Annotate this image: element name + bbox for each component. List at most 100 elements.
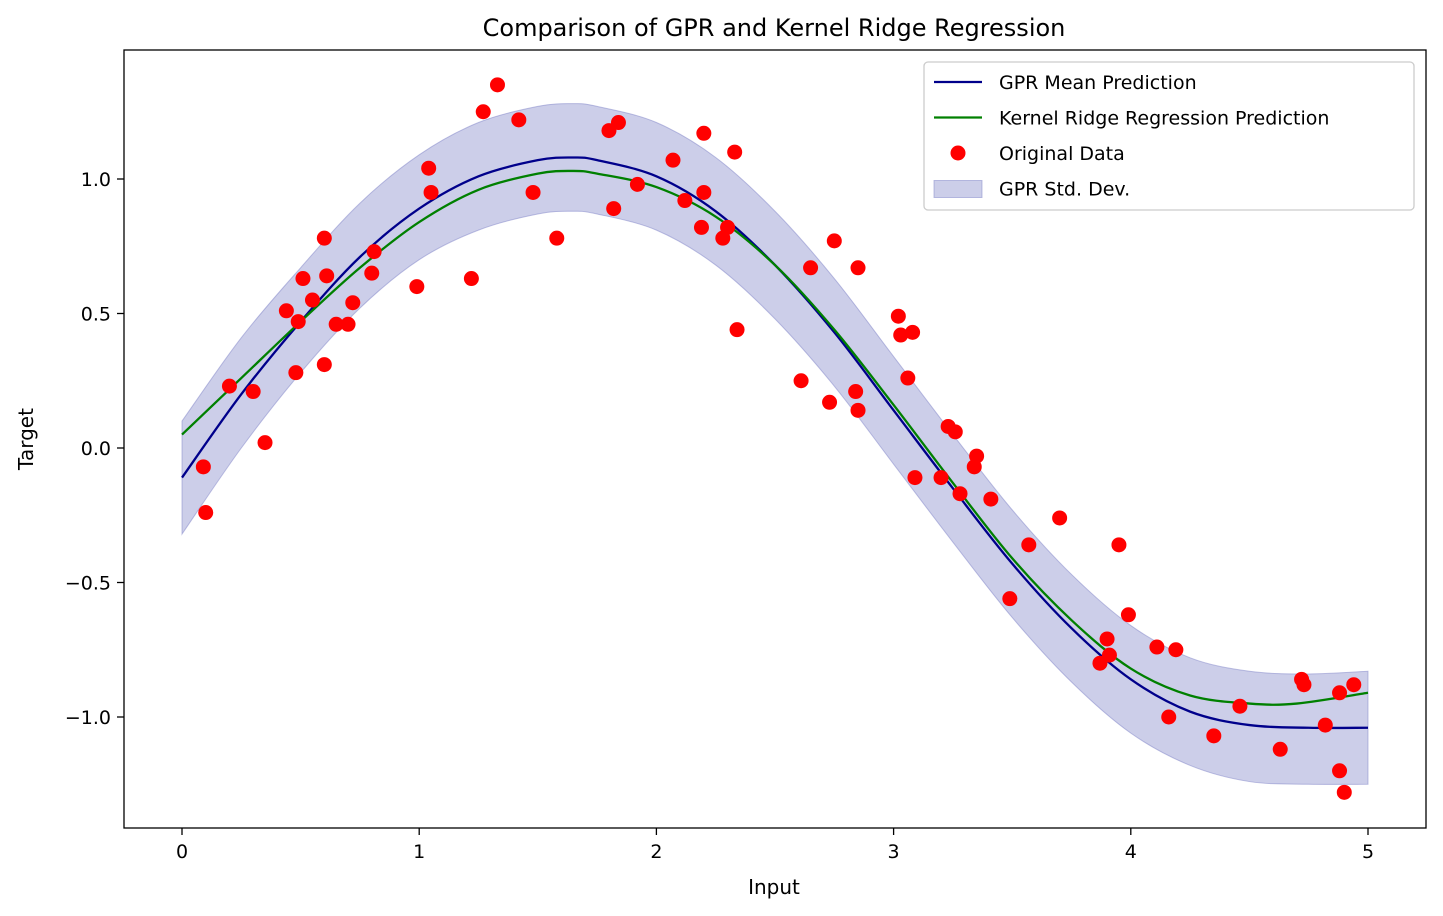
legend-band-swatch (933, 180, 983, 198)
x-tick-label: 1 (413, 841, 425, 863)
data-point (366, 244, 382, 260)
data-point (893, 327, 909, 343)
data-point (826, 233, 842, 249)
legend-label: Kernel Ridge Regression Prediction (999, 108, 1329, 130)
data-point (1272, 741, 1288, 757)
data-point (257, 435, 273, 451)
data-point (328, 316, 344, 332)
gpr-std-band (181, 103, 1369, 785)
x-axis: 0 1 2 3 4 5 (176, 828, 1374, 863)
legend-label: GPR Std. Dev. (999, 179, 1130, 201)
data-point (475, 104, 491, 120)
data-point (1002, 591, 1018, 607)
data-point (463, 271, 479, 287)
legend-label: Original Data (999, 143, 1125, 165)
data-point (822, 394, 838, 410)
data-point (549, 230, 565, 246)
data-point (288, 365, 304, 381)
data-point (900, 370, 916, 386)
data-point (850, 402, 866, 418)
data-point (316, 230, 332, 246)
data-point (606, 201, 622, 217)
data-point (304, 292, 320, 308)
data-point (1052, 510, 1068, 526)
data-point (696, 125, 712, 141)
legend-marker-swatch (950, 145, 966, 161)
x-tick-label: 3 (888, 841, 900, 863)
data-point (1111, 537, 1127, 553)
y-tick-label: 0.0 (81, 438, 111, 460)
data-point (720, 219, 736, 235)
data-point (1168, 642, 1184, 658)
data-point (1332, 685, 1348, 701)
data-point (1101, 647, 1117, 663)
y-axis: −1.0 −0.5 0.0 0.5 1.0 (65, 169, 124, 729)
y-tick-label: 1.0 (81, 169, 111, 191)
data-point (969, 448, 985, 464)
chart-title: Comparison of GPR and Kernel Ridge Regre… (483, 14, 1066, 42)
data-point (803, 260, 819, 276)
data-point (983, 491, 999, 507)
legend-box (923, 61, 1415, 211)
data-point (1206, 728, 1222, 744)
data-point (848, 384, 864, 400)
data-point (1161, 709, 1177, 725)
data-point (340, 316, 356, 332)
data-point (1120, 607, 1136, 623)
data-point (489, 77, 505, 93)
data-point (409, 279, 425, 295)
data-point (195, 459, 211, 475)
data-point (727, 144, 743, 160)
data-point (933, 470, 949, 486)
x-axis-label: Input (748, 875, 800, 899)
data-point (364, 265, 380, 281)
data-point (245, 384, 261, 400)
y-tick-label: −0.5 (65, 573, 111, 595)
legend-label: GPR Mean Prediction (999, 72, 1197, 94)
data-point (907, 470, 923, 486)
data-point (890, 308, 906, 324)
y-tick-label: −1.0 (65, 707, 111, 729)
data-point (952, 486, 968, 502)
data-point (316, 357, 332, 373)
data-point (1296, 677, 1312, 693)
data-point (319, 268, 335, 284)
x-tick-label: 0 (176, 841, 188, 863)
data-point (1317, 717, 1333, 733)
data-point (1332, 763, 1348, 779)
x-tick-label: 4 (1125, 841, 1137, 863)
data-point (423, 184, 439, 200)
data-point (421, 160, 437, 176)
data-point (729, 322, 745, 338)
x-tick-label: 2 (650, 841, 662, 863)
data-point (696, 184, 712, 200)
data-point (525, 184, 541, 200)
legend: GPR Mean Prediction Kernel Ridge Regressi… (923, 61, 1415, 211)
data-point (793, 373, 809, 389)
data-point (345, 295, 361, 311)
data-point (850, 260, 866, 276)
data-point (198, 505, 214, 521)
data-point (610, 115, 626, 131)
data-point (221, 378, 237, 394)
data-point (1336, 784, 1352, 800)
data-point (295, 271, 311, 287)
data-point (1021, 537, 1037, 553)
data-point (677, 193, 693, 209)
data-point (629, 176, 645, 192)
gpr-mean-line (181, 156, 1369, 730)
axes-frame (123, 49, 1427, 829)
data-point (290, 314, 306, 330)
data-point (693, 219, 709, 235)
x-tick-label: 5 (1362, 841, 1374, 863)
data-point (511, 112, 527, 128)
data-point (905, 324, 921, 340)
data-point (665, 152, 681, 168)
data-point (1346, 677, 1362, 693)
data-point (1149, 639, 1165, 655)
data-point (1099, 631, 1115, 647)
plot-area (181, 77, 1369, 800)
data-point (947, 424, 963, 440)
data-point (278, 303, 294, 319)
